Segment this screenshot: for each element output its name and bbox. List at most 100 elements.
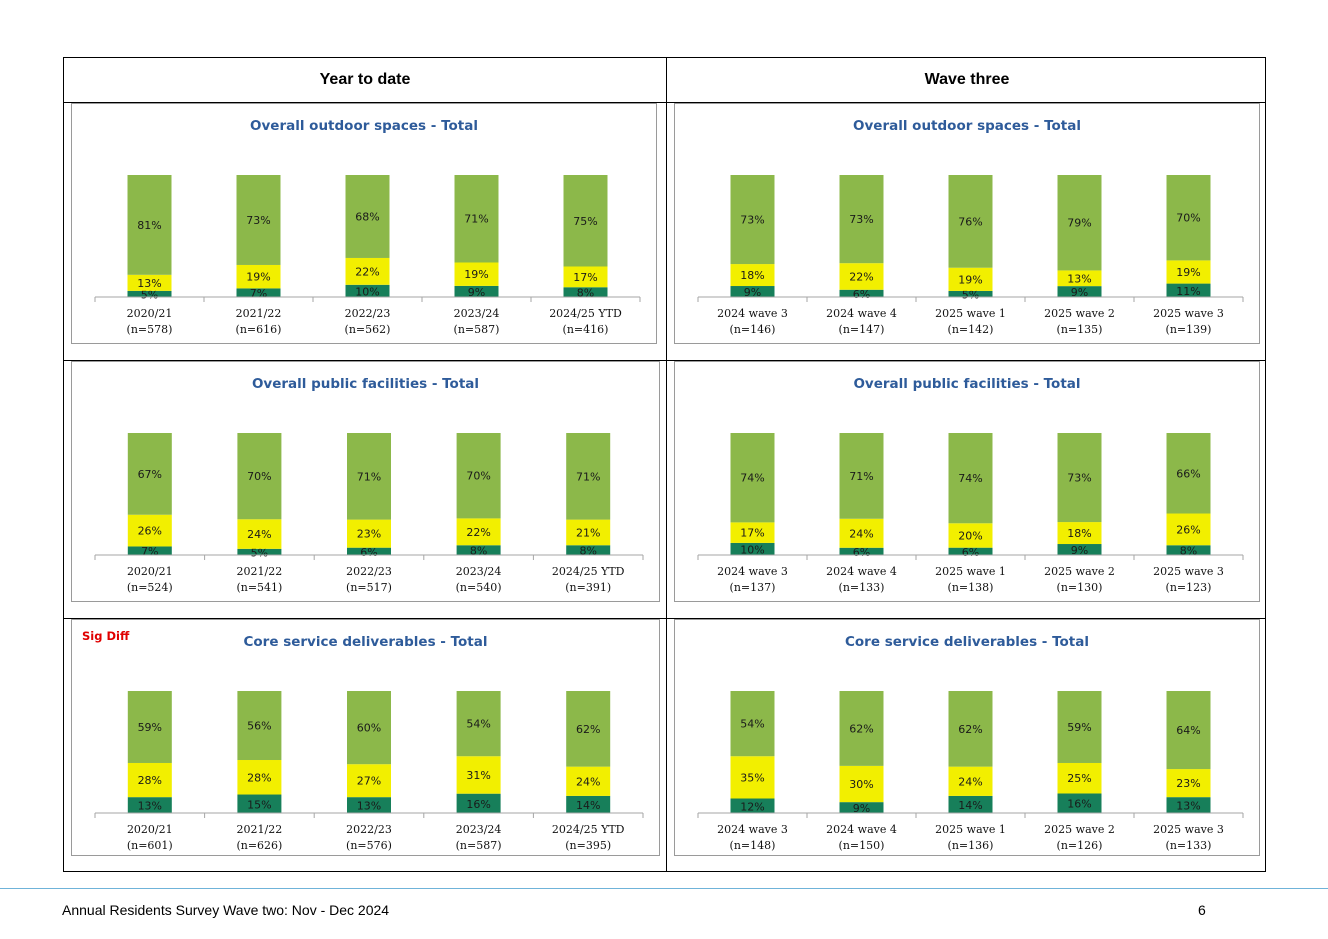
data-label: 76% (958, 215, 982, 228)
bar-segment-low (127, 290, 172, 297)
bar-segment-mid (566, 766, 611, 796)
data-label: 54% (466, 718, 490, 731)
data-label: 71% (849, 470, 873, 483)
data-label: 22% (466, 526, 490, 539)
data-label: 73% (246, 214, 270, 227)
x-tick-base: (n=395) (565, 839, 611, 852)
data-label: 59% (138, 721, 162, 734)
data-label: 19% (246, 271, 270, 284)
data-label: 19% (464, 268, 488, 281)
data-label: 17% (740, 527, 764, 540)
data-label: 26% (1176, 523, 1200, 536)
x-tick-base: (n=133) (1166, 839, 1212, 852)
data-label: 64% (1176, 724, 1200, 737)
bar-segment-mid (730, 264, 775, 287)
bar-segment-high (456, 433, 501, 519)
bar-segment-high (566, 691, 611, 767)
bar-segment-mid (127, 274, 172, 291)
divider (666, 58, 667, 871)
bar-segment-high (347, 433, 391, 520)
data-label: 6% (962, 546, 979, 559)
footer-divider (0, 888, 1328, 889)
x-tick-base: (n=601) (127, 839, 173, 852)
data-label: 12% (740, 800, 764, 813)
data-label: 35% (740, 771, 764, 784)
bar-segment-low (347, 547, 391, 555)
data-label: 17% (573, 271, 597, 284)
data-label: 13% (357, 800, 381, 813)
x-tick-label: 2021/22 (236, 307, 282, 320)
chart-panel-facilities-ytd: Overall public facilities - Total 7% 26% 67… (71, 361, 660, 602)
x-tick-label: 2021/22 (237, 565, 283, 578)
data-label: 8% (1180, 545, 1197, 558)
bar-segment-mid (456, 518, 501, 546)
x-tick-label: 2020/21 (127, 307, 173, 320)
x-tick-base: (n=148) (730, 839, 776, 852)
data-label: 81% (137, 219, 161, 232)
chart-title: Core service deliverables - Total (244, 634, 488, 650)
bar-segment-low (347, 797, 391, 813)
x-tick-label: 2025 wave 2 (1044, 565, 1115, 578)
x-tick-label: 2024 wave 3 (717, 565, 788, 578)
data-label: 11% (1176, 285, 1200, 298)
bar-segment-low (730, 798, 775, 813)
x-tick-base: (n=150) (839, 839, 885, 852)
x-tick-label: 2022/23 (345, 307, 391, 320)
data-label: 70% (247, 470, 271, 483)
bar-segment-high (948, 175, 993, 268)
chart-title: Overall public facilities - Total (252, 376, 479, 392)
data-label: 8% (577, 287, 594, 300)
bar-segment-low (563, 287, 608, 297)
bar-segment-low (839, 289, 884, 297)
bar-segment-mid (456, 756, 501, 794)
bar-segment-mid (347, 764, 391, 798)
data-label: 73% (849, 213, 873, 226)
x-tick-base: (n=133) (839, 581, 885, 594)
bar-segment-low (1057, 793, 1102, 813)
data-label: 13% (1176, 800, 1200, 813)
x-tick-label: 2025 wave 2 (1044, 823, 1115, 836)
bar-segment-mid (1166, 513, 1211, 546)
divider (64, 102, 1265, 103)
bar-segment-low (1057, 286, 1102, 297)
bar-segment-high (345, 175, 390, 258)
x-tick-base: (n=142) (948, 323, 994, 336)
bar-segment-high (347, 691, 391, 765)
x-tick-label: 2025 wave 1 (935, 565, 1006, 578)
x-tick-label: 2025 wave 3 (1153, 565, 1224, 578)
data-label: 62% (958, 723, 982, 736)
comparison-table: Year to date Wave three Overall outdoor … (63, 57, 1266, 872)
x-tick-base: (n=517) (346, 581, 392, 594)
chart-panel-core-ytd: Core service deliverables - Total Sig Dif… (71, 619, 660, 856)
chart-title: Overall public facilities - Total (853, 376, 1080, 392)
x-tick-base: (n=416) (563, 323, 609, 336)
bar-segment-mid (345, 257, 390, 285)
chart-panel-facilities-wave: Overall public facilities - Total 10% 17% 7… (674, 361, 1260, 602)
x-tick-label: 2023/24 (456, 565, 502, 578)
data-label: 14% (958, 799, 982, 812)
bar-segment-high (948, 433, 993, 524)
data-label: 24% (247, 528, 271, 541)
x-tick-label: 2024 wave 4 (826, 565, 897, 578)
bar-segment-high (236, 175, 281, 265)
bar-segment-mid (127, 514, 172, 547)
bar-segment-high (839, 433, 884, 519)
bar-segment-low (237, 794, 282, 813)
bar-segment-high (839, 175, 884, 264)
bar-segment-mid (1166, 260, 1211, 284)
data-label: 18% (740, 269, 764, 282)
data-label: 71% (576, 470, 600, 483)
chart-title: Overall outdoor spaces - Total (853, 118, 1081, 134)
x-tick-base: (n=139) (1166, 323, 1212, 336)
stacked-bar-chart: Overall public facilities - Total 10% 17% 7… (697, 376, 1244, 594)
stacked-bar-chart: Core service deliverables - Total Sig Dif… (82, 629, 644, 852)
bar-segment-high (1166, 433, 1211, 514)
x-tick-base: (n=135) (1057, 323, 1103, 336)
data-label: 5% (962, 288, 979, 301)
data-label: 5% (251, 546, 268, 559)
x-tick-label: 2024 wave 4 (826, 307, 897, 320)
data-label: 7% (250, 287, 267, 300)
bar-segment-low (456, 793, 501, 813)
x-tick-label: 2020/21 (127, 565, 173, 578)
data-label: 28% (138, 774, 162, 787)
